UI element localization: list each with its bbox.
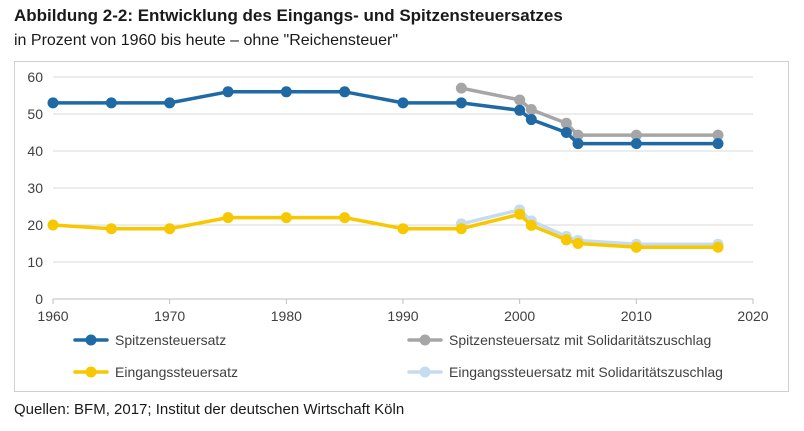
- x-tick-label: 1970: [154, 308, 185, 324]
- data-point: [222, 86, 234, 98]
- legend-swatch-marker: [419, 366, 431, 378]
- line-chart: 0 10 20 30 40 50 60 1960 1970 1980 1990 2000 2010 202…: [27, 69, 768, 380]
- data-point: [514, 94, 526, 106]
- y-tick-label: 40: [27, 143, 43, 159]
- data-point: [572, 138, 584, 150]
- legend-label: Spitzensteuersatz mit Solidaritätszuschl…: [449, 332, 711, 348]
- x-tick-label: 1960: [37, 308, 68, 324]
- legend-item: Spitzensteuersatz mit Solidaritätszuschl…: [407, 332, 711, 348]
- data-point: [514, 208, 526, 220]
- y-tick-label: 30: [27, 180, 43, 196]
- source-note: Quellen: BFM, 2017; Institut der deutsch…: [14, 401, 405, 418]
- data-point: [339, 86, 351, 98]
- y-tick-label: 10: [27, 254, 43, 270]
- data-point: [572, 238, 584, 249]
- series-spitzensteuersatz: [47, 86, 724, 150]
- data-point: [222, 212, 234, 224]
- data-point: [47, 97, 59, 109]
- data-series: [47, 82, 724, 253]
- data-point: [47, 219, 59, 231]
- legend-swatch-marker: [85, 334, 97, 346]
- data-point: [455, 97, 467, 109]
- legend-item: Eingangssteuersatz mit Solidaritätszusch…: [407, 364, 723, 380]
- data-point: [525, 104, 537, 116]
- data-point: [280, 212, 292, 224]
- series-eingangssteuersatz: [47, 208, 724, 253]
- data-point: [560, 127, 572, 138]
- data-point: [630, 138, 642, 150]
- data-point: [712, 138, 724, 150]
- x-tick-label: 2010: [621, 308, 652, 324]
- data-point: [560, 234, 572, 246]
- data-point: [105, 223, 117, 235]
- data-point: [525, 114, 537, 126]
- data-point: [712, 129, 724, 141]
- data-point: [339, 212, 351, 224]
- x-tick-label: 1990: [387, 308, 418, 324]
- data-point: [525, 219, 537, 231]
- data-point: [630, 241, 642, 253]
- y-tick-label: 20: [27, 217, 43, 233]
- data-point: [397, 223, 409, 235]
- data-point: [105, 97, 117, 109]
- data-point: [560, 117, 572, 129]
- legend-item: Spitzensteuersatz: [73, 332, 226, 348]
- data-point: [572, 129, 584, 141]
- legend: Spitzensteuersatz Spitzensteuersatz mit S…: [73, 332, 723, 380]
- axes: 0 10 20 30 40 50 60 1960 1970 1980 1990 2000 2010 202…: [27, 69, 768, 324]
- data-point: [514, 104, 526, 116]
- series-line: [459, 86, 720, 137]
- x-tick-label: 1980: [271, 308, 302, 324]
- legend-swatch-marker: [85, 366, 97, 378]
- legend-label: Eingangssteuersatz mit Solidaritätszusch…: [449, 364, 723, 380]
- legend-item: Eingangssteuersatz: [73, 364, 238, 380]
- chart-subtitle: in Prozent von 1960 bis heute – ohne "Re…: [14, 32, 399, 49]
- data-point: [455, 82, 467, 94]
- data-point: [397, 97, 409, 109]
- data-point: [712, 241, 724, 253]
- legend-swatch-marker: [419, 334, 431, 346]
- data-point: [164, 223, 176, 235]
- series-spitzensteuersatz-mit-solidarit-tszuschlag: [455, 82, 724, 141]
- x-tick-label: 2020: [737, 308, 768, 324]
- legend-label: Spitzensteuersatz: [115, 332, 226, 348]
- data-point: [164, 97, 176, 109]
- chart-frame: 0 10 20 30 40 50 60 1960 1970 1980 1990 2000 2010 202…: [14, 61, 789, 392]
- data-point: [455, 223, 467, 235]
- legend-label: Eingangssteuersatz: [115, 364, 238, 380]
- chart-title: Abbildung 2-2: Entwicklung des Eingangs-…: [14, 6, 563, 25]
- x-tick-label: 2000: [504, 308, 535, 324]
- y-tick-label: 50: [27, 106, 43, 122]
- y-tick-label: 60: [27, 69, 43, 85]
- data-point: [280, 86, 292, 98]
- data-point: [630, 129, 642, 141]
- series-line: [459, 208, 720, 246]
- y-tick-label: 0: [35, 291, 43, 307]
